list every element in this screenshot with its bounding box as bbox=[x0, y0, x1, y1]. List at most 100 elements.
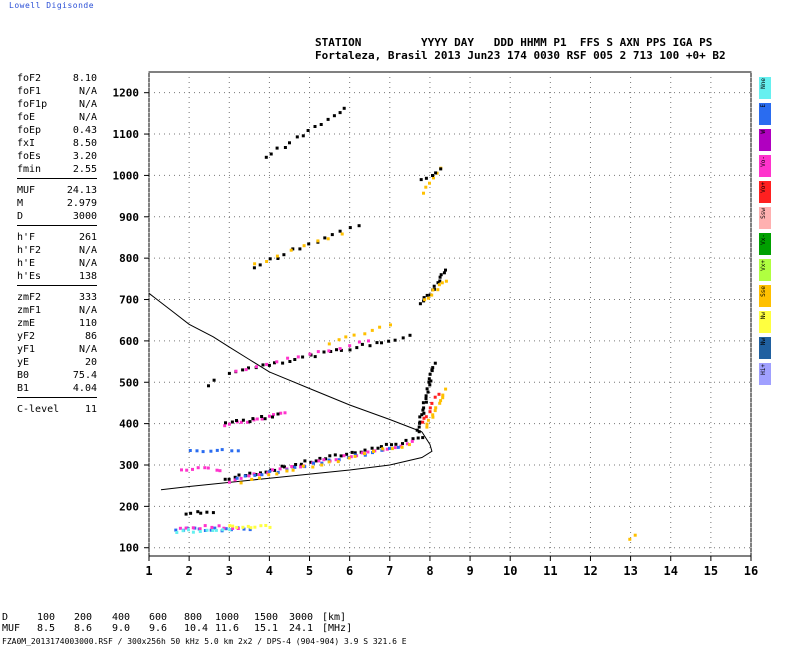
param-row: C-level 11 bbox=[17, 403, 97, 416]
param-value: 3000 bbox=[72, 211, 97, 222]
echo-point bbox=[444, 387, 448, 391]
y-tick-label: 800 bbox=[119, 252, 139, 265]
param-row: D 3000 bbox=[17, 210, 97, 223]
echo-point bbox=[335, 348, 338, 352]
echo-point bbox=[348, 226, 352, 230]
param-row: yE 20 bbox=[17, 356, 97, 369]
echo-point bbox=[266, 471, 270, 475]
muf-row-value: 24.1 bbox=[289, 623, 314, 634]
echo-point bbox=[255, 365, 258, 369]
echo-point bbox=[347, 456, 351, 460]
echo-point bbox=[264, 524, 268, 527]
echo-point bbox=[431, 415, 435, 419]
echo-point bbox=[231, 526, 235, 530]
plot-frame bbox=[148, 71, 752, 557]
echo-point bbox=[223, 477, 227, 481]
echo-point bbox=[348, 344, 352, 348]
echo-point bbox=[370, 328, 374, 332]
echo-point bbox=[275, 472, 279, 476]
echo-point bbox=[309, 460, 313, 464]
param-name: h'E bbox=[17, 258, 36, 269]
echo-point bbox=[231, 524, 235, 528]
echo-point bbox=[424, 397, 428, 400]
echo-point bbox=[433, 395, 437, 399]
echo-point bbox=[264, 155, 268, 159]
echo-point bbox=[344, 335, 348, 339]
param-row: foEp 0.43 bbox=[17, 124, 97, 137]
echo-point bbox=[276, 412, 280, 416]
echo-point bbox=[418, 420, 422, 424]
param-row: foF2 8.10 bbox=[17, 72, 97, 85]
echo-point bbox=[390, 443, 393, 447]
echo-point bbox=[396, 445, 400, 449]
echo-point bbox=[400, 445, 404, 449]
muf-row-value: 1500 bbox=[254, 612, 279, 623]
echo-point bbox=[291, 468, 295, 472]
legend-item: Hi+ bbox=[759, 363, 771, 385]
echo-point bbox=[237, 473, 241, 477]
echo-point bbox=[336, 460, 340, 464]
echo-point bbox=[234, 369, 238, 373]
muf-row-label: D bbox=[2, 612, 9, 623]
echo-point bbox=[401, 442, 404, 446]
echo-point bbox=[363, 332, 367, 336]
echo-point bbox=[312, 461, 315, 465]
echo-point bbox=[246, 420, 250, 424]
echo-point bbox=[249, 526, 253, 530]
muf-row-value: 400 bbox=[112, 612, 131, 623]
echo-point bbox=[191, 467, 194, 471]
echo-point bbox=[439, 399, 443, 403]
echo-point bbox=[276, 257, 280, 260]
echo-point bbox=[433, 409, 437, 413]
echo-point bbox=[337, 338, 341, 342]
echo-point bbox=[233, 478, 237, 482]
echo-point bbox=[212, 378, 216, 382]
param-value: N/A bbox=[78, 258, 97, 269]
muf-row-value: 200 bbox=[74, 612, 93, 623]
echo-point bbox=[430, 368, 434, 372]
echo-point bbox=[353, 451, 357, 455]
param-row: h'F 261 bbox=[17, 231, 97, 244]
x-tick-label: 5 bbox=[306, 564, 313, 578]
echo-point bbox=[411, 437, 415, 441]
muf-row-value: 100 bbox=[37, 612, 56, 623]
echo-point bbox=[268, 257, 272, 261]
echo-point bbox=[320, 463, 324, 467]
echo-point bbox=[281, 361, 285, 365]
brand-logo: Lowell Digisonde bbox=[9, 1, 95, 10]
param-value: N/A bbox=[78, 305, 97, 316]
echo-point bbox=[288, 141, 291, 145]
param-separator bbox=[17, 285, 97, 291]
x-tick-label: 14 bbox=[664, 564, 678, 578]
param-separator bbox=[17, 178, 97, 184]
echo-point bbox=[187, 528, 190, 532]
header-keys: STATION YYYY DAY DDD HHMM P1 FFS S AXN P… bbox=[315, 36, 713, 49]
echo-point bbox=[345, 452, 349, 456]
echo-point bbox=[218, 469, 222, 473]
echo-point bbox=[348, 348, 352, 352]
echo-point bbox=[404, 438, 408, 442]
param-name: fmin bbox=[17, 164, 42, 175]
echo-point bbox=[420, 413, 424, 417]
echo-point bbox=[440, 281, 444, 285]
echo-point bbox=[388, 446, 391, 450]
echo-point bbox=[211, 529, 215, 532]
echo-point bbox=[313, 125, 317, 128]
echo-point bbox=[248, 471, 252, 475]
echo-point bbox=[273, 361, 276, 365]
echo-point bbox=[422, 296, 426, 300]
echo-point bbox=[444, 268, 447, 272]
echo-point bbox=[329, 350, 333, 353]
echo-point bbox=[188, 449, 192, 452]
echo-point bbox=[339, 348, 343, 352]
echo-point bbox=[275, 146, 279, 150]
echo-point bbox=[318, 456, 322, 460]
echo-point bbox=[419, 178, 423, 182]
param-name: zmE bbox=[17, 318, 36, 329]
param-value: 24.13 bbox=[66, 185, 97, 196]
echo-point bbox=[428, 383, 432, 387]
echo-point bbox=[328, 454, 332, 458]
param-name: MUF bbox=[17, 185, 36, 196]
echo-point bbox=[378, 325, 382, 329]
echo-point bbox=[198, 527, 202, 531]
